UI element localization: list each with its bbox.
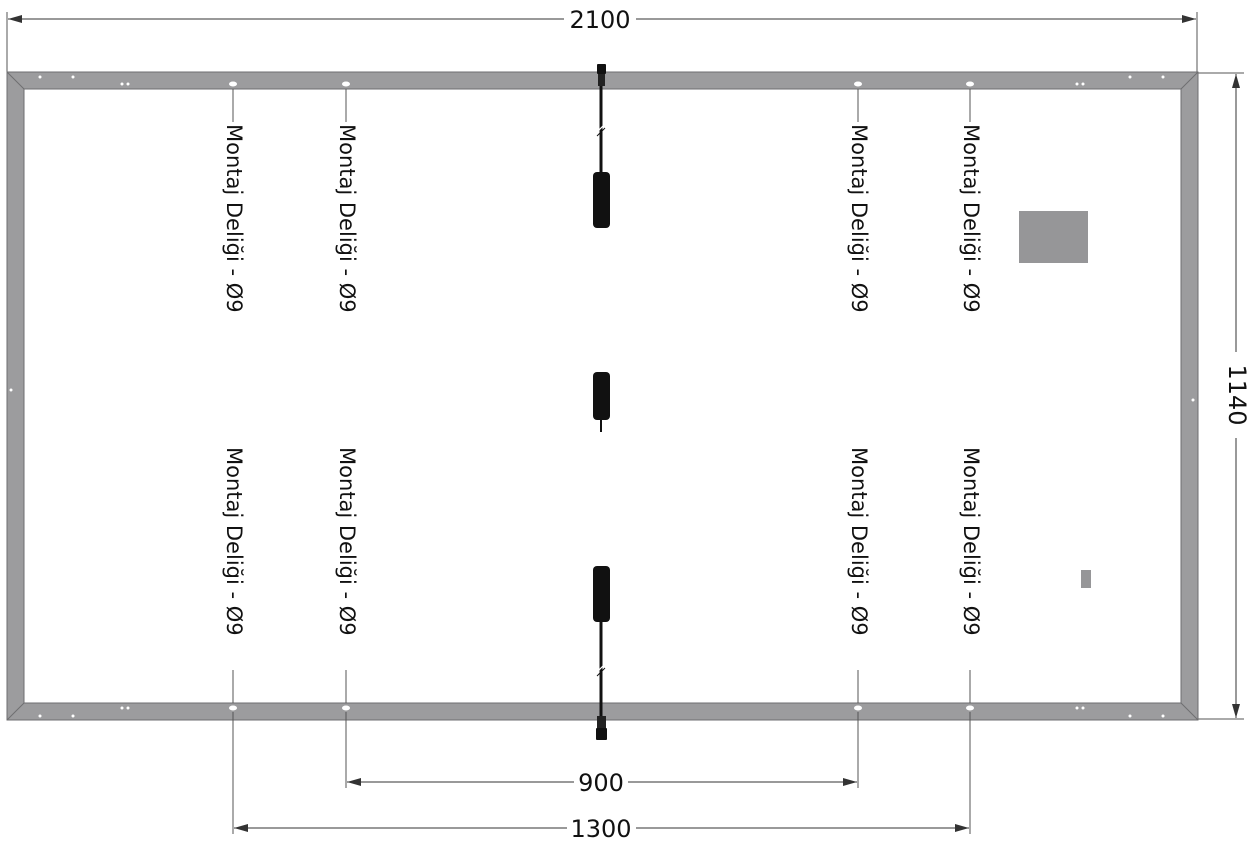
mounting-hole-label: Montaj Deliği - Ø9 (847, 447, 871, 636)
frame-dot (1128, 714, 1132, 718)
top-plug-body (598, 74, 605, 86)
bottom-plug-body (597, 716, 606, 730)
mounting-hole (966, 705, 974, 711)
height-dimension: 1140 (1198, 72, 1251, 720)
mounting-hole (342, 705, 350, 711)
small-label (1081, 570, 1091, 588)
mounting-holes-bottom (229, 670, 974, 834)
mounting-hole-label: Montaj Deliği - Ø9 (959, 447, 983, 636)
cable-break-icon (596, 127, 606, 137)
frame-dot (9, 388, 13, 392)
frame-dot (1128, 75, 1132, 79)
frame-dot (1191, 398, 1195, 402)
mounting-hole-label: Montaj Deliği - Ø9 (959, 124, 983, 313)
frame-dot (126, 706, 130, 710)
mounting-holes-top (229, 81, 974, 122)
frame-dot (71, 75, 75, 79)
mounting-hole-label: Montaj Deliği - Ø9 (847, 124, 871, 313)
mounting-hole (854, 705, 862, 711)
mounting-hole (966, 81, 974, 87)
frame-corner-tr (1180, 71, 1199, 90)
cable-break-icon (596, 663, 606, 673)
mounting-hole (854, 81, 862, 87)
mounting-hole (229, 81, 237, 87)
cable-break-icon (596, 123, 606, 133)
frame-corner-tl (6, 71, 25, 90)
cable-break-icon (596, 667, 606, 677)
frame-dot (38, 75, 42, 79)
frame-dot (38, 714, 42, 718)
top-connector-icon (593, 172, 610, 228)
mounting-hole-label: Montaj Deliği - Ø9 (222, 124, 246, 313)
frame-corner-bl (6, 702, 25, 721)
frame-dot (1075, 706, 1079, 710)
outer-hole-spacing-dimension: 1300 (234, 815, 969, 843)
bottom-plug-icon (596, 728, 607, 740)
mounting-hole-label: Montaj Deliği - Ø9 (335, 447, 359, 636)
bottom-connector-icon (593, 566, 610, 622)
top-plug-icon (597, 64, 606, 74)
mounting-hole-labels: Montaj Deliği - Ø9 Montaj Deliği - Ø9 Mo… (222, 124, 983, 636)
width-label: 2100 (569, 6, 630, 34)
frame-dot (120, 706, 124, 710)
frame-dot (1081, 82, 1085, 86)
mounting-hole (229, 705, 237, 711)
frame-corner-br (1180, 702, 1199, 721)
frame-dot (1161, 714, 1165, 718)
mounting-hole-label: Montaj Deliği - Ø9 (222, 447, 246, 636)
frame-dot (120, 82, 124, 86)
mounting-hole-label: Montaj Deliği - Ø9 (335, 124, 359, 313)
middle-connector-icon (593, 372, 610, 420)
nameplate-label (1019, 211, 1088, 263)
frame-dot (1161, 75, 1165, 79)
frame-dot (1081, 706, 1085, 710)
frame-dot (71, 714, 75, 718)
inner-hole-spacing-label: 900 (578, 769, 624, 797)
frame-dot (1075, 82, 1079, 86)
outer-hole-spacing-label: 1300 (570, 815, 631, 843)
junction-cables (593, 64, 610, 740)
width-dimension: 2100 (6, 6, 1198, 72)
frame-dot (126, 82, 130, 86)
mounting-hole (342, 81, 350, 87)
height-label: 1140 (1223, 364, 1251, 425)
inner-hole-spacing-dimension: 900 (347, 769, 857, 797)
